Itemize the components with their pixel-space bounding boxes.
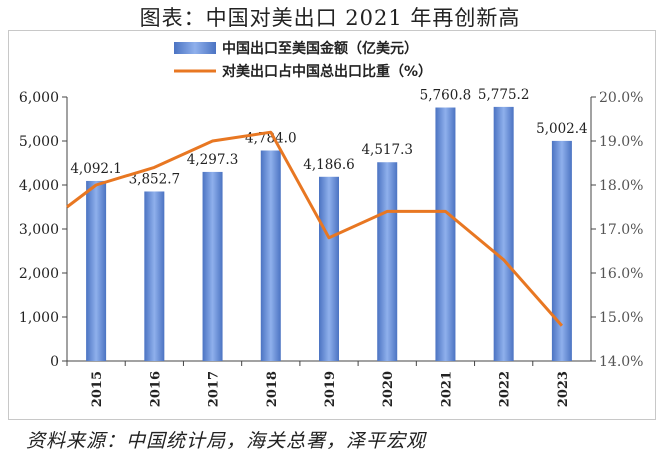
x-tick-label: 2019 (323, 371, 338, 407)
source-note: 资料来源：中国统计局，海关总署，泽平宏观 (26, 430, 427, 452)
y-right-tick-label: 17.0% (599, 222, 643, 238)
bar-2017 (202, 171, 223, 361)
x-tick-label: 2018 (265, 371, 280, 407)
bar-value-label: 5,760.8 (420, 88, 472, 104)
chart-title: 图表：中国对美出口 2021 年再创新高 (139, 6, 521, 30)
bar-value-label: 5,775.2 (478, 87, 530, 103)
x-tick-label: 2020 (381, 371, 396, 407)
bar-2018 (260, 150, 281, 361)
bar-2022 (493, 106, 514, 361)
bar-value-label: 4,517.3 (361, 142, 413, 158)
x-tick-label: 2023 (556, 371, 571, 407)
legend-bar-label: 中国出口至美国金额（亿美元） (222, 40, 418, 57)
bar-2016 (144, 191, 165, 361)
bar-2023 (551, 140, 572, 361)
legend-line-label: 对美出口占中国总出口比重（%） (222, 63, 432, 80)
y-left-tick-label: 2,000 (19, 266, 59, 282)
y-left-tick-label: 4,000 (19, 178, 59, 194)
bar-2020 (377, 162, 398, 361)
y-right-tick-label: 18.0% (599, 178, 643, 194)
bar-2021 (435, 107, 456, 361)
y-left-tick-label: 0 (50, 354, 59, 370)
x-tick-label: 2017 (207, 371, 222, 407)
y-left-tick-label: 3,000 (19, 222, 59, 238)
bar-value-label: 4,186.6 (303, 157, 355, 173)
bar-2015 (86, 180, 107, 361)
line-series-share (66, 130, 564, 327)
x-tick-label: 2021 (439, 371, 454, 407)
bar-labels: 4,092.13,852.74,297.34,784.04,186.64,517… (70, 87, 587, 188)
bar-2019 (319, 176, 339, 361)
line-layer (66, 130, 564, 327)
chart-frame: 中国出口至美国金额（亿美元） 对美出口占中国总出口比重（%） 0 1,000 2,0… (8, 30, 656, 420)
combo-chart: 中国出口至美国金额（亿美元） 对美出口占中国总出口比重（%） 0 1,000 2,0… (19, 40, 644, 407)
y-left-tick-label: 1,000 (19, 310, 59, 326)
x-tick-label: 2022 (498, 371, 513, 407)
bar-value-label: 5,002.4 (536, 121, 588, 137)
legend: 中国出口至美国金额（亿美元） 对美出口占中国总出口比重（%） (174, 40, 432, 80)
x-tick-label: 2015 (90, 371, 105, 407)
y-right-tick-label: 20.0% (599, 90, 643, 106)
y-left-tick-label: 6,000 (19, 90, 59, 106)
axes: 0 1,000 2,000 3,000 4,000 5,000 6,000 14.0% 15.0… (19, 90, 644, 407)
x-tick-label: 2016 (148, 371, 163, 407)
bar-value-label: 4,297.3 (187, 152, 239, 168)
bars (86, 106, 572, 361)
bar-value-label: 3,852.7 (129, 171, 181, 187)
y-right-tick-label: 16.0% (599, 266, 643, 282)
y-right-tick-label: 15.0% (599, 310, 643, 326)
y-left-tick-label: 5,000 (19, 134, 59, 150)
bar-value-label: 4,092.1 (70, 161, 122, 177)
y-right-tick-label: 19.0% (599, 134, 643, 150)
legend-bar-swatch (174, 42, 216, 54)
y-right-tick-label: 14.0% (599, 354, 643, 370)
